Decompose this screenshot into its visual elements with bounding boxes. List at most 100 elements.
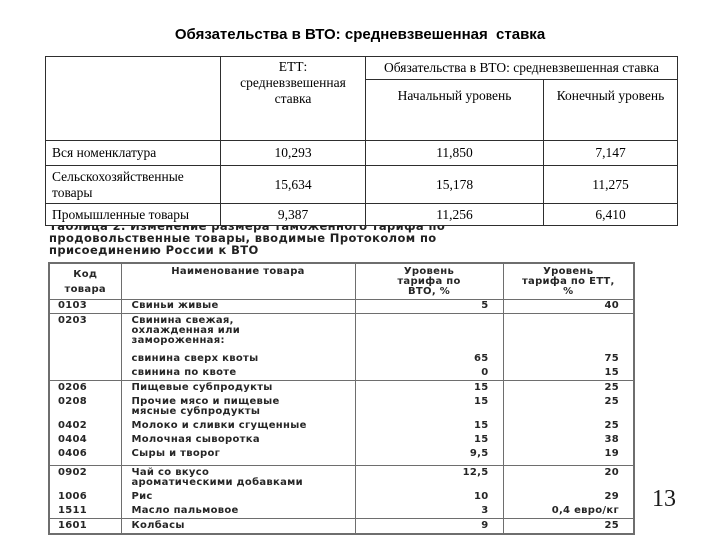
tariff-row: 0203 Свинина свежая, охлажденная или зам… xyxy=(49,313,634,352)
tariff-table: Код товара Наименование товара Уровень т… xyxy=(48,262,635,535)
ett-tariff-value-cell: 38 xyxy=(502,433,634,447)
wto-tariff-value-cell: 3 xyxy=(354,504,503,519)
ett-tariff-value-cell: 25 xyxy=(502,380,634,395)
wto-obligations-header-cell: Обязательства в ВТО: средневзвешенная ст… xyxy=(364,56,679,80)
tariff-row: свинина по квоте 0 15 xyxy=(49,366,634,381)
product-code-cell: 0902 xyxy=(58,467,88,478)
ett-tariff-value-cell: 0,4 евро/кг xyxy=(502,504,634,519)
ett-tariff-value-cell xyxy=(502,313,634,352)
product-code-cell xyxy=(49,366,121,381)
summary-header-row-1: ЕТТ: средневзвешенная ставка Обязательст… xyxy=(45,56,679,141)
ett-value-cell: 9,387 xyxy=(220,203,366,226)
ett-tariff-value-cell: 20 xyxy=(502,465,634,490)
page-number: 13 xyxy=(652,486,676,512)
caption-line: продовольственные товары, вводимые Прото… xyxy=(49,231,437,245)
tariff-row: 1511 Масло пальмовое 3 0,4 евро/кг xyxy=(49,504,634,519)
tariff-row: 1601 Колбасы 9 25 xyxy=(49,518,634,534)
initial-value-cell: 11,850 xyxy=(365,140,544,166)
product-name-cell: Свинина свежая, охлажденная или замороже… xyxy=(120,313,355,352)
tariff-row: 0208 Прочие мясо и пищевые мясные субпро… xyxy=(49,395,634,419)
tariff-row: 1006 Рис 10 29 xyxy=(49,490,634,504)
row-label-cell: Сельскохозяйственные товары xyxy=(45,165,221,204)
tariff-row: 0406 Сыры и творог 9,5 19 xyxy=(49,447,634,466)
wto-tariff-value-cell: 15 xyxy=(354,380,503,395)
ett-tariff-value-cell: 25 xyxy=(502,518,634,534)
ett-tariff-header-cell: Уровень тарифа по ЕТТ, % xyxy=(502,263,634,300)
final-value-cell: 11,275 xyxy=(542,165,679,204)
wto-tariff-value-cell: 9 xyxy=(354,518,503,534)
initial-value-cell: 11,256 xyxy=(365,203,544,226)
summary-row: Вся номенклатура 10,293 11,850 7,147 xyxy=(45,140,679,166)
summary-header-row-2: Начальный уровень Конечный уровень xyxy=(46,79,679,141)
product-code-cell: 0203 xyxy=(58,315,88,326)
ett-tariff-value-cell: 25 xyxy=(502,395,634,419)
product-code-cell: 0208 xyxy=(58,396,88,407)
caption-line: присоединению России к ВТО xyxy=(49,243,259,257)
product-code-cell: 0103 xyxy=(49,299,121,314)
product-name-cell: Молоко и сливки сгущенные xyxy=(120,419,355,433)
wto-tariff-header-cell: Уровень тарифа по ВТО, % xyxy=(354,263,503,300)
ett-header-cell: ЕТТ: средневзвешенная ставка xyxy=(220,56,366,141)
final-level-header-cell: Конечный уровень xyxy=(542,79,679,141)
final-value-cell: 6,410 xyxy=(542,203,679,226)
row-label-cell: Промышленные товары xyxy=(45,203,221,226)
tariff-row: 0206 Пищевые субпродукты 15 25 xyxy=(49,380,634,395)
initial-level-header-cell: Начальный уровень xyxy=(365,79,544,141)
corner-cell xyxy=(45,56,221,141)
wto-tariff-value-cell: 15 xyxy=(354,419,503,433)
page-title: Обязательства в ВТО: средневзвешенная ст… xyxy=(174,26,546,43)
product-name-cell: Пищевые субпродукты xyxy=(120,380,355,395)
product-name-cell: Чай со вкусо ароматическими добавками xyxy=(120,465,355,490)
product-name-cell: Рис xyxy=(120,490,355,504)
ett-value-cell: 15,634 xyxy=(220,165,366,204)
tariff-row: 0902 Чай со вкусо ароматическими добавка… xyxy=(49,465,634,490)
product-name-cell: свинина сверх квоты xyxy=(120,352,355,366)
product-name-cell: Прочие мясо и пищевые мясные субпродукты xyxy=(120,395,355,419)
ett-tariff-value-cell: 40 xyxy=(502,299,634,314)
summary-row: Сельскохозяйственные товары 15,634 15,17… xyxy=(45,165,679,204)
tariff-row: 0103 Свиньи живые 5 40 xyxy=(49,299,634,314)
ett-tariff-value-cell: 19 xyxy=(502,447,634,466)
ett-tariff-value-cell: 75 xyxy=(502,352,634,366)
product-code-cell: 0206 xyxy=(58,382,88,393)
ett-value-cell: 10,293 xyxy=(220,140,366,166)
wto-tariff-value-cell: 10 xyxy=(354,490,503,504)
product-name-cell: Масло пальмовое xyxy=(120,504,355,519)
wto-tariff-value-cell: 9,5 xyxy=(354,447,503,466)
product-code-cell: 1601 xyxy=(58,520,88,531)
initial-value-cell: 15,178 xyxy=(365,165,544,204)
wto-tariff-value-cell: 5 xyxy=(354,299,503,314)
tariff-row: 0404 Молочная сыворотка 15 38 xyxy=(49,433,634,447)
wto-tariff-value-cell xyxy=(354,313,503,352)
code-header-cell: Код товара xyxy=(49,263,121,300)
product-name-cell: Молочная сыворотка xyxy=(120,433,355,447)
tariff-row: 0402 Молоко и сливки сгущенные 15 25 xyxy=(49,419,634,433)
wto-tariff-value-cell: 15 xyxy=(354,433,503,447)
ett-tariff-value-cell: 15 xyxy=(502,366,634,381)
wto-tariff-value-cell: 12,5 xyxy=(354,465,503,490)
row-label-cell: Вся номенклатура xyxy=(45,140,221,166)
product-name-cell: Колбасы xyxy=(120,518,355,534)
name-header-cell: Наименование товара xyxy=(120,263,355,300)
product-code-cell: 0404 xyxy=(58,434,88,445)
wto-tariff-value-cell: 65 xyxy=(354,352,503,366)
product-name-cell: Сыры и творог xyxy=(120,447,355,466)
final-value-cell: 7,147 xyxy=(542,140,679,166)
product-code-cell: 1511 xyxy=(49,504,121,519)
product-code-cell xyxy=(49,352,121,366)
summary-row: Промышленные товары 9,387 11,256 6,410 xyxy=(45,203,679,226)
ett-tariff-value-cell: 25 xyxy=(502,419,634,433)
ett-tariff-value-cell: 29 xyxy=(502,490,634,504)
summary-table: ЕТТ: средневзвешенная ставка Обязательст… xyxy=(45,56,679,226)
product-name-cell: свинина по квоте xyxy=(120,366,355,381)
tariff-table-header-row: Код товара Наименование товара Уровень т… xyxy=(49,263,634,300)
product-code-cell: 0402 xyxy=(58,420,88,431)
wto-tariff-value-cell: 0 xyxy=(354,366,503,381)
product-code-cell: 1006 xyxy=(58,491,88,502)
tariff-row: свинина сверх квоты 65 75 xyxy=(49,352,634,366)
wto-tariff-value-cell: 15 xyxy=(354,395,503,419)
product-name-cell: Свиньи живые xyxy=(120,299,355,314)
product-code-cell: 0406 xyxy=(49,447,121,466)
